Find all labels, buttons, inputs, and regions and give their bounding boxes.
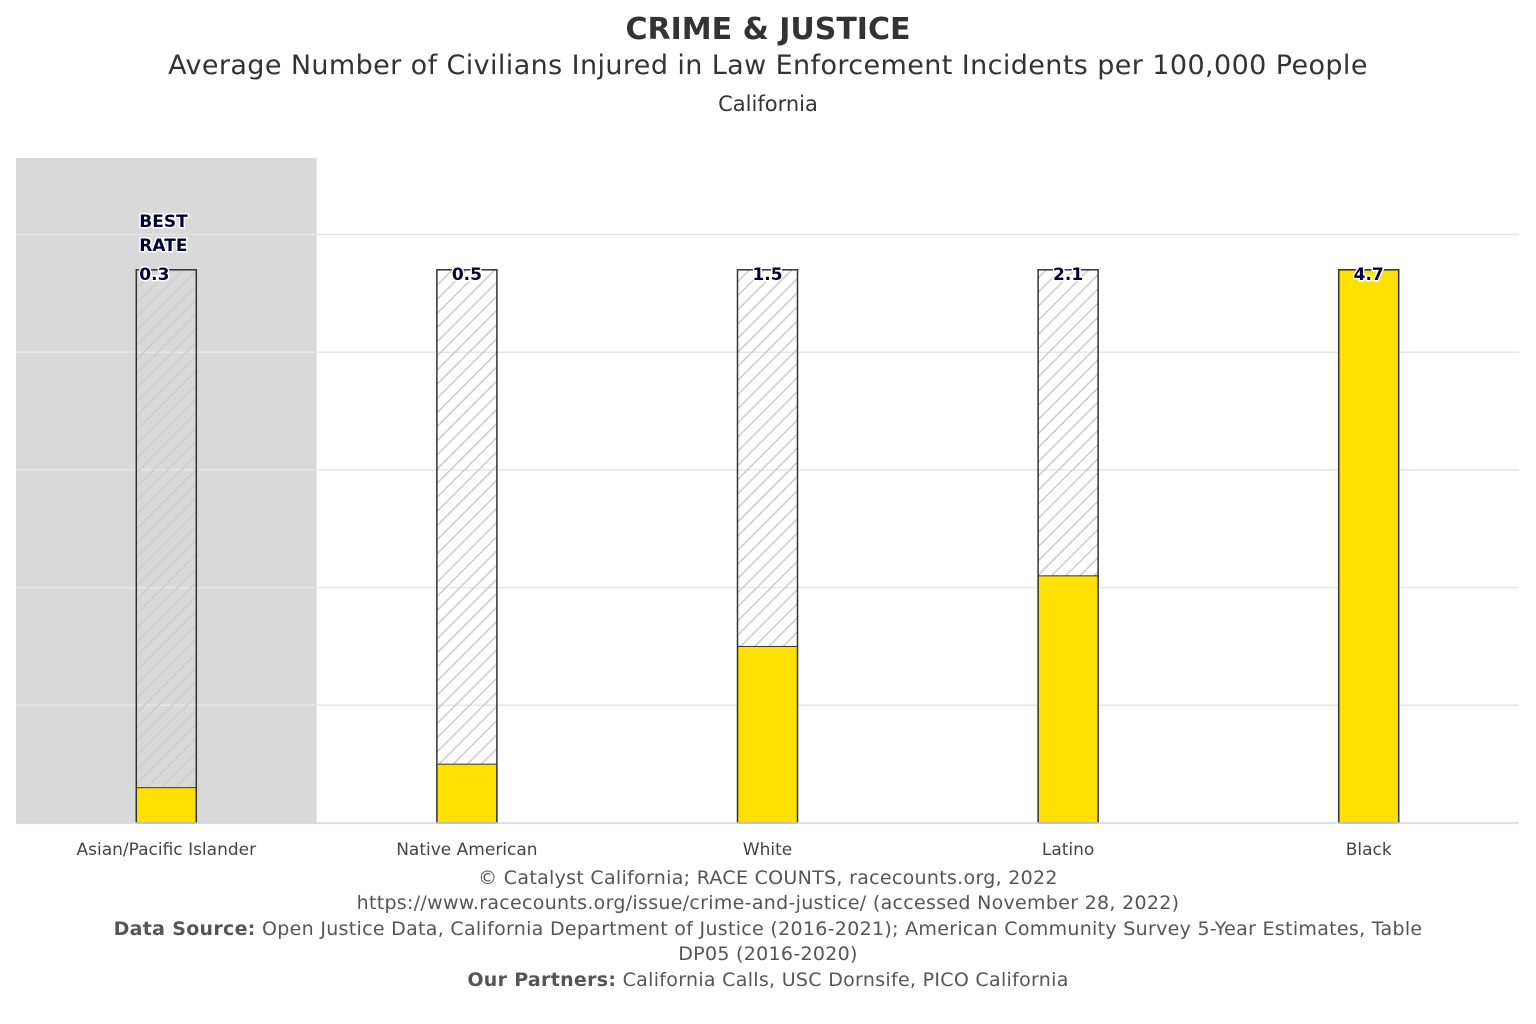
bar: [1037, 575, 1099, 824]
chart-subtitle: Average Number of Civilians Injured in L…: [168, 50, 1368, 81]
data-label: 0.3: [139, 265, 169, 285]
footer-source-text: Open Justice Data, California Department…: [255, 918, 1423, 940]
bar: [436, 763, 498, 824]
x-tick-label: Latino: [1042, 840, 1094, 860]
data-label: 2.1: [1053, 265, 1083, 285]
chart-plot: 0.3 BEST RATE Asian/Pacific Islander 0.5 Nati…: [16, 158, 1519, 860]
x-tick-label: White: [743, 840, 792, 860]
x-tick-label: Black: [1346, 840, 1392, 860]
footer-source-label: Data Source:: [113, 918, 256, 940]
data-label: 0.5: [452, 265, 482, 285]
chart-region: California: [718, 92, 818, 116]
chart-title: CRIME & JUSTICE: [625, 12, 911, 47]
x-tick-label: Asian/Pacific Islander: [77, 840, 257, 860]
footer-url[interactable]: https://www.racecounts.org/issue/crime-a…: [356, 892, 1180, 914]
footer-partners-text: California Calls, USC Dornsife, PICO Cal…: [616, 969, 1069, 991]
footer-source: Data Source: Open Justice Data, Californ…: [0, 918, 1536, 940]
best-rate-label: RATE: [139, 236, 187, 256]
footer-source-cont: DP05 (2016-2020): [678, 943, 858, 965]
bar-background-hatch: [136, 269, 197, 823]
bar: [737, 645, 798, 824]
footer-partners-label: Our Partners:: [467, 969, 617, 991]
data-label: 4.7: [1354, 265, 1384, 285]
bar-background-hatch: [436, 269, 497, 823]
best-rate-label: BEST: [139, 212, 188, 232]
footer-copyright: © Catalyst California; RACE COUNTS, race…: [478, 867, 1058, 889]
footer-partners: Our Partners: California Calls, USC Dorn…: [0, 969, 1536, 991]
x-tick-label: Native American: [396, 840, 537, 860]
bar: [1338, 269, 1400, 824]
bar: [135, 787, 197, 824]
data-label: 1.5: [752, 265, 782, 285]
